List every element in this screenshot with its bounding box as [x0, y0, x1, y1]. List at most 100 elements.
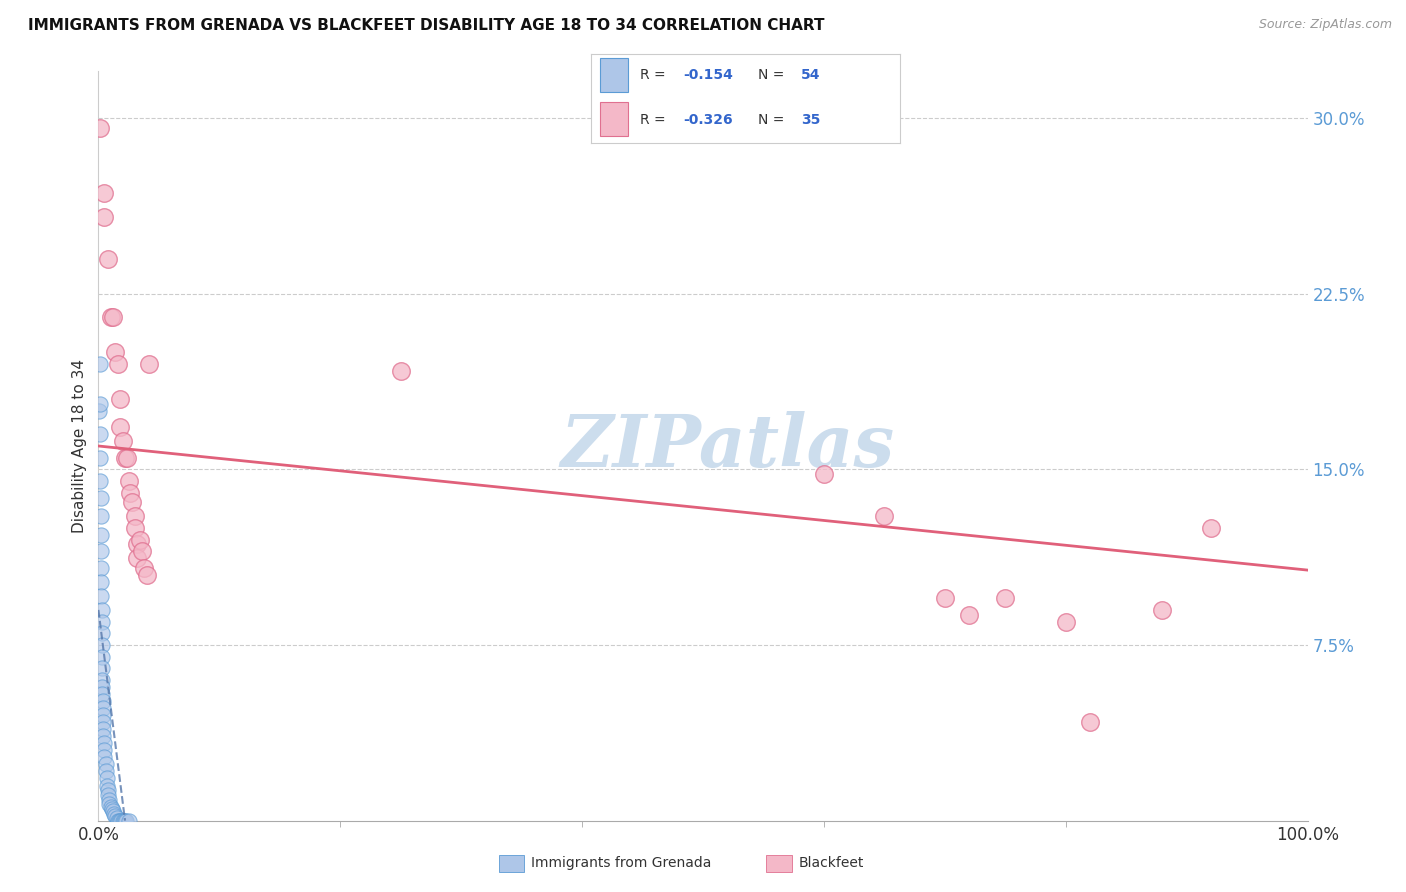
Point — [97, 788, 120, 802]
Point — [89, 427, 111, 442]
Point — [103, 806, 125, 821]
Point — [124, 521, 146, 535]
Point — [91, 687, 114, 701]
Point — [98, 792, 121, 806]
Point — [89, 397, 111, 411]
Point — [97, 252, 120, 266]
Text: R =: R = — [640, 112, 671, 127]
Point — [873, 509, 896, 524]
Point — [121, 495, 143, 509]
Point — [93, 750, 115, 764]
Text: IMMIGRANTS FROM GRENADA VS BLACKFEET DISABILITY AGE 18 TO 34 CORRELATION CHART: IMMIGRANTS FROM GRENADA VS BLACKFEET DIS… — [28, 18, 825, 33]
Point — [110, 814, 132, 828]
Point — [101, 805, 124, 819]
Bar — [600, 58, 627, 92]
Point — [91, 680, 114, 694]
Point — [90, 544, 112, 558]
Point — [957, 607, 980, 622]
Point — [93, 743, 115, 757]
Point — [1152, 603, 1174, 617]
Point — [111, 814, 134, 828]
Point — [87, 404, 110, 418]
Point — [91, 626, 114, 640]
Point — [105, 811, 128, 825]
Point — [96, 779, 118, 793]
Point — [89, 357, 111, 371]
Text: N =: N = — [758, 68, 789, 82]
Text: ZIPatlas: ZIPatlas — [560, 410, 894, 482]
Point — [934, 591, 956, 606]
Point — [138, 357, 160, 371]
Point — [94, 757, 117, 772]
Point — [90, 574, 112, 589]
Point — [91, 723, 114, 737]
Point — [389, 364, 412, 378]
Point — [112, 814, 135, 828]
Point — [114, 450, 136, 465]
Point — [128, 533, 150, 547]
Point — [107, 357, 129, 371]
Point — [1054, 615, 1077, 629]
Point — [813, 467, 835, 482]
Point — [127, 537, 149, 551]
Point — [1199, 521, 1222, 535]
Point — [107, 814, 129, 828]
Point — [90, 491, 112, 505]
Point — [91, 615, 114, 629]
Text: Immigrants from Grenada: Immigrants from Grenada — [531, 856, 711, 871]
Point — [134, 561, 156, 575]
Point — [91, 638, 114, 652]
Point — [94, 764, 117, 779]
Bar — [600, 102, 627, 136]
Point — [118, 814, 141, 828]
Point — [96, 772, 118, 786]
Point — [100, 310, 122, 325]
Point — [93, 736, 115, 750]
Point — [91, 715, 114, 730]
Point — [1078, 715, 1101, 730]
Point — [90, 589, 112, 603]
Point — [111, 434, 134, 449]
Text: R =: R = — [640, 68, 671, 82]
Point — [89, 120, 111, 135]
Point — [124, 509, 146, 524]
Point — [131, 544, 153, 558]
Point — [118, 485, 141, 500]
Text: 54: 54 — [801, 68, 820, 82]
Point — [100, 802, 122, 816]
Point — [91, 730, 114, 744]
Point — [90, 528, 112, 542]
Point — [97, 783, 120, 797]
Point — [117, 450, 139, 465]
Point — [104, 345, 127, 359]
Point — [108, 392, 131, 407]
Point — [135, 567, 157, 582]
Text: Source: ZipAtlas.com: Source: ZipAtlas.com — [1258, 18, 1392, 31]
Point — [91, 603, 114, 617]
Text: -0.154: -0.154 — [683, 68, 733, 82]
Point — [90, 509, 112, 524]
Point — [91, 661, 114, 675]
Text: N =: N = — [758, 112, 789, 127]
Point — [108, 814, 131, 828]
Text: Blackfeet: Blackfeet — [799, 856, 863, 871]
Point — [91, 673, 114, 688]
Point — [101, 310, 124, 325]
Point — [108, 420, 131, 434]
Point — [127, 551, 149, 566]
Point — [91, 649, 114, 664]
Point — [89, 474, 111, 488]
Text: 35: 35 — [801, 112, 820, 127]
Point — [93, 186, 115, 200]
Point — [108, 814, 131, 828]
Point — [91, 701, 114, 715]
Point — [994, 591, 1017, 606]
Point — [98, 797, 121, 812]
Point — [91, 694, 114, 708]
Point — [114, 814, 136, 828]
Text: -0.326: -0.326 — [683, 112, 733, 127]
Point — [91, 708, 114, 723]
Y-axis label: Disability Age 18 to 34: Disability Age 18 to 34 — [72, 359, 87, 533]
Point — [104, 809, 127, 823]
Point — [100, 799, 122, 814]
